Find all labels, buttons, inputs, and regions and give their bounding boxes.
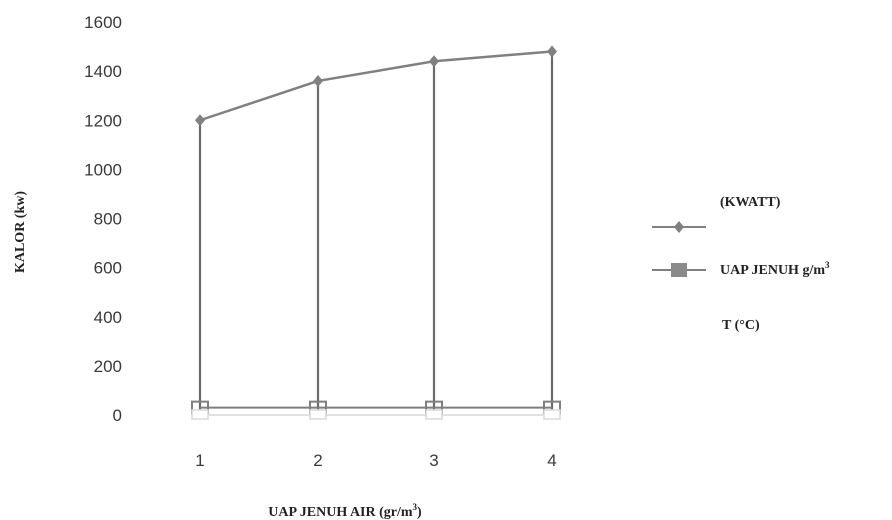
legend-label-uap-jenuh: UAP JENUH g/m3	[720, 260, 830, 278]
y-tick-label: 0	[113, 406, 122, 425]
data-point	[544, 410, 560, 419]
legend-label-temperature: T (°C)	[722, 318, 760, 333]
data-point	[547, 45, 557, 57]
legend: (KWATT) UAP JENUH g/m3 T (°C)	[652, 195, 830, 333]
data-point	[313, 75, 323, 87]
x-axis-title-end: )	[417, 505, 422, 520]
x-axis-ticks: 1 2 3 4	[195, 451, 556, 470]
legend-label-uap-jenuh-main: UAP JENUH g/m	[720, 263, 825, 278]
drop-lines	[200, 51, 552, 417]
x-tick-label: 3	[429, 451, 438, 470]
y-axis-ticks: 0 200 400 600 800 1000 1200 1400 1600	[84, 13, 122, 425]
legend-item-kwatt: (KWATT)	[652, 195, 781, 233]
data-point	[310, 410, 326, 419]
data-point	[192, 410, 208, 419]
x-axis-title: UAP JENUH AIR (gr/m3)	[268, 502, 422, 520]
data-point	[429, 55, 439, 67]
y-tick-label: 1400	[84, 62, 122, 81]
x-tick-label: 4	[547, 451, 556, 470]
y-tick-label: 1000	[84, 160, 122, 179]
y-tick-label: 1200	[84, 111, 122, 130]
legend-label-kwatt: (KWATT)	[720, 195, 781, 210]
y-tick-label: 1600	[84, 13, 122, 32]
legend-marker-kwatt	[674, 221, 684, 233]
series-group	[192, 45, 560, 419]
x-tick-label: 2	[313, 451, 322, 470]
legend-marker-uap-jenuh	[671, 263, 687, 277]
data-point	[426, 410, 442, 419]
y-tick-label: 800	[94, 210, 122, 229]
legend-item-temperature: T (°C)	[722, 318, 760, 333]
y-tick-label: 600	[94, 259, 122, 278]
data-point	[195, 114, 205, 126]
y-axis-title: KALOR (kw)	[13, 191, 28, 273]
x-tick-label: 1	[195, 451, 204, 470]
y-tick-label: 400	[94, 308, 122, 327]
legend-item-uap-jenuh: UAP JENUH g/m3	[652, 260, 830, 278]
x-axis-title-main: UAP JENUH AIR (gr/m	[268, 505, 413, 520]
series-line	[200, 51, 552, 120]
legend-label-uap-jenuh-sup: 3	[825, 260, 830, 270]
y-tick-label: 200	[94, 357, 122, 376]
